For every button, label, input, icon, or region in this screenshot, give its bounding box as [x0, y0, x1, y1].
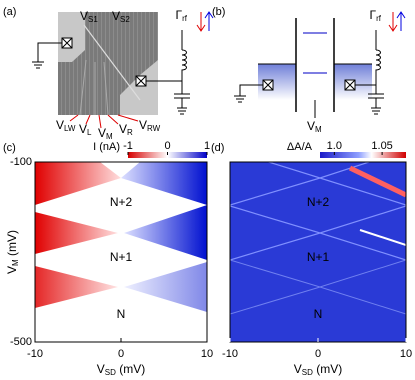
x-axis-label: VSD (mV) — [97, 362, 145, 377]
x-axis-label: VSD (mV) — [294, 362, 342, 377]
sem-image — [58, 12, 158, 116]
text-part: M — [106, 132, 113, 141]
text-part: V — [5, 266, 19, 274]
text-part: (mV) — [116, 362, 145, 376]
text-part: Γ — [370, 8, 377, 22]
text-part: rf — [376, 14, 382, 23]
text-part: R — [127, 128, 133, 137]
y-tick-label: -100 — [10, 156, 32, 168]
panel-label: (c) — [3, 142, 16, 154]
text-part: rf — [182, 14, 188, 23]
state-label: N — [314, 307, 323, 321]
x-tick-label: -10 — [27, 348, 43, 360]
current-map — [35, 162, 207, 342]
state-label: N+1 — [110, 250, 133, 264]
gate-label: VLW — [56, 118, 76, 133]
text-part: V — [79, 122, 87, 136]
text-part: SD — [302, 368, 313, 377]
colorbar-tick-label: 0 — [164, 140, 170, 152]
rf-label: Γrf — [370, 8, 382, 23]
colorbar-label: ΔA/A — [287, 141, 313, 153]
colorbar-tick-label: -1 — [123, 140, 133, 152]
gate-label: VL — [79, 122, 92, 137]
gate-label: VR — [119, 122, 133, 137]
x-tick-label: -10 — [222, 348, 238, 360]
y-tick-label: -500 — [10, 336, 32, 348]
x-tick-label: 0 — [118, 348, 124, 360]
text-part: (mV) — [5, 230, 19, 259]
text-part: V — [80, 9, 88, 23]
state-label: N — [117, 307, 126, 321]
text-part: V — [112, 9, 120, 23]
rf-label: Γrf — [176, 8, 188, 23]
circuit-b — [234, 30, 384, 115]
text-part: V — [139, 118, 147, 132]
text-part: V — [307, 119, 315, 133]
colorbar-tick-label: 1.05 — [371, 140, 392, 152]
text-part: (mV) — [313, 362, 342, 376]
x-tick-label: 10 — [400, 348, 412, 360]
admittance-map — [230, 162, 406, 342]
state-label: N+2 — [110, 195, 133, 209]
text-part: V — [294, 362, 302, 376]
circuit-a — [32, 30, 190, 129]
text-part: S1 — [88, 15, 98, 24]
colorbar-label: I (nA) — [93, 141, 120, 153]
colorbar-tick-label: 1.0 — [327, 140, 342, 152]
text-part: S2 — [120, 15, 130, 24]
colorbar-tick-label: 1 — [204, 140, 210, 152]
gate-label: VS2 — [112, 9, 130, 24]
colorbar — [320, 152, 406, 158]
text-part: L — [87, 128, 92, 137]
x-tick-label: 0 — [315, 348, 321, 360]
text-part: V — [119, 122, 127, 136]
rf-arrows — [196, 11, 406, 32]
text-part: LW — [64, 124, 76, 133]
text-part: Γ — [176, 8, 183, 22]
panel-label: (a) — [3, 6, 16, 18]
gate-label: VM — [307, 119, 322, 134]
panel-label: (d) — [211, 142, 224, 154]
state-label: N+1 — [307, 250, 330, 264]
text-part: V — [98, 126, 106, 140]
gate-label: VM — [98, 126, 113, 141]
gate-label: VS1 — [80, 9, 98, 24]
text-part: SD — [105, 368, 116, 377]
gate-label: VRW — [139, 118, 161, 133]
text-part: M — [315, 125, 322, 134]
text-part: M — [11, 259, 20, 266]
panel-label: (b) — [212, 6, 225, 18]
x-tick-label: 10 — [201, 348, 213, 360]
text-part: RW — [147, 124, 161, 133]
text-part: V — [97, 362, 105, 376]
potential-diagram — [258, 18, 372, 118]
text-part: V — [56, 118, 64, 132]
y-axis-label: VM (mV) — [5, 230, 20, 274]
state-label: N+2 — [307, 195, 330, 209]
